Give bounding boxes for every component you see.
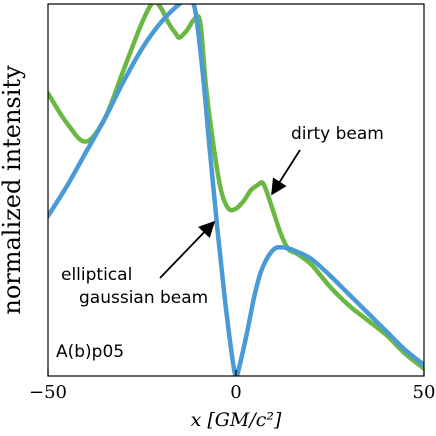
y-axis-label: normalized intensity [0,65,26,315]
x-tick-label: 0 [230,382,241,403]
annotation-gaussian-beam: gaussian beam [79,288,208,308]
arrow-dirty-beam [271,149,301,196]
annotation-dirty-beam: dirty beam [291,124,384,144]
x-axis-label: x [GM/c²] [191,409,282,431]
series-line-gaussian [48,4,424,376]
annotation-elliptical: elliptical [61,265,132,285]
arrow-gaussian-beam [159,220,216,279]
panel-label: A(b)p05 [56,342,124,362]
series-layer [48,4,424,376]
tick-layer: −50 0 50 [29,370,435,403]
x-tick-label: 50 [413,382,436,403]
x-tick-label: −50 [29,382,67,403]
series-line-dirty [48,4,424,371]
